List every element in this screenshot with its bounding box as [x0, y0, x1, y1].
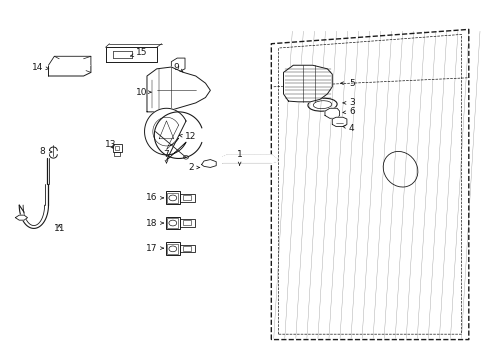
Polygon shape — [283, 65, 331, 102]
Bar — [114, 152, 120, 156]
Polygon shape — [48, 59, 91, 76]
Polygon shape — [105, 47, 157, 62]
Bar — [115, 146, 119, 149]
Text: 17: 17 — [146, 244, 163, 253]
Polygon shape — [15, 215, 27, 220]
Text: 3: 3 — [343, 98, 354, 107]
Text: 10: 10 — [136, 87, 151, 96]
Bar — [167, 244, 178, 254]
Text: 1: 1 — [236, 150, 242, 165]
Bar — [167, 218, 178, 228]
Bar — [182, 220, 191, 225]
Text: 13: 13 — [104, 140, 116, 149]
Bar — [165, 217, 180, 229]
Bar — [165, 242, 180, 255]
Bar — [165, 192, 180, 204]
Bar — [113, 144, 122, 152]
Text: 15: 15 — [130, 48, 147, 57]
Polygon shape — [144, 108, 185, 160]
Text: 11: 11 — [53, 224, 65, 233]
Text: 4: 4 — [342, 123, 354, 132]
Bar — [167, 193, 178, 203]
Text: 16: 16 — [146, 193, 163, 202]
Polygon shape — [147, 67, 210, 112]
Polygon shape — [325, 108, 339, 118]
Bar — [137, 50, 152, 59]
Bar — [182, 246, 191, 251]
Text: 12: 12 — [179, 132, 196, 141]
Text: 9: 9 — [173, 63, 183, 72]
Text: 6: 6 — [342, 107, 354, 116]
Polygon shape — [222, 155, 277, 163]
Bar — [180, 194, 194, 202]
Text: 5: 5 — [340, 79, 354, 88]
Bar — [180, 220, 194, 226]
Polygon shape — [201, 159, 216, 167]
Polygon shape — [171, 58, 184, 72]
Polygon shape — [48, 56, 91, 65]
Text: 8: 8 — [39, 147, 52, 156]
Polygon shape — [331, 117, 346, 127]
Text: 2: 2 — [188, 163, 199, 172]
Text: 18: 18 — [146, 219, 163, 228]
Bar — [180, 245, 194, 252]
Text: 7: 7 — [163, 150, 169, 163]
Text: 14: 14 — [32, 63, 49, 72]
Bar — [182, 195, 191, 200]
